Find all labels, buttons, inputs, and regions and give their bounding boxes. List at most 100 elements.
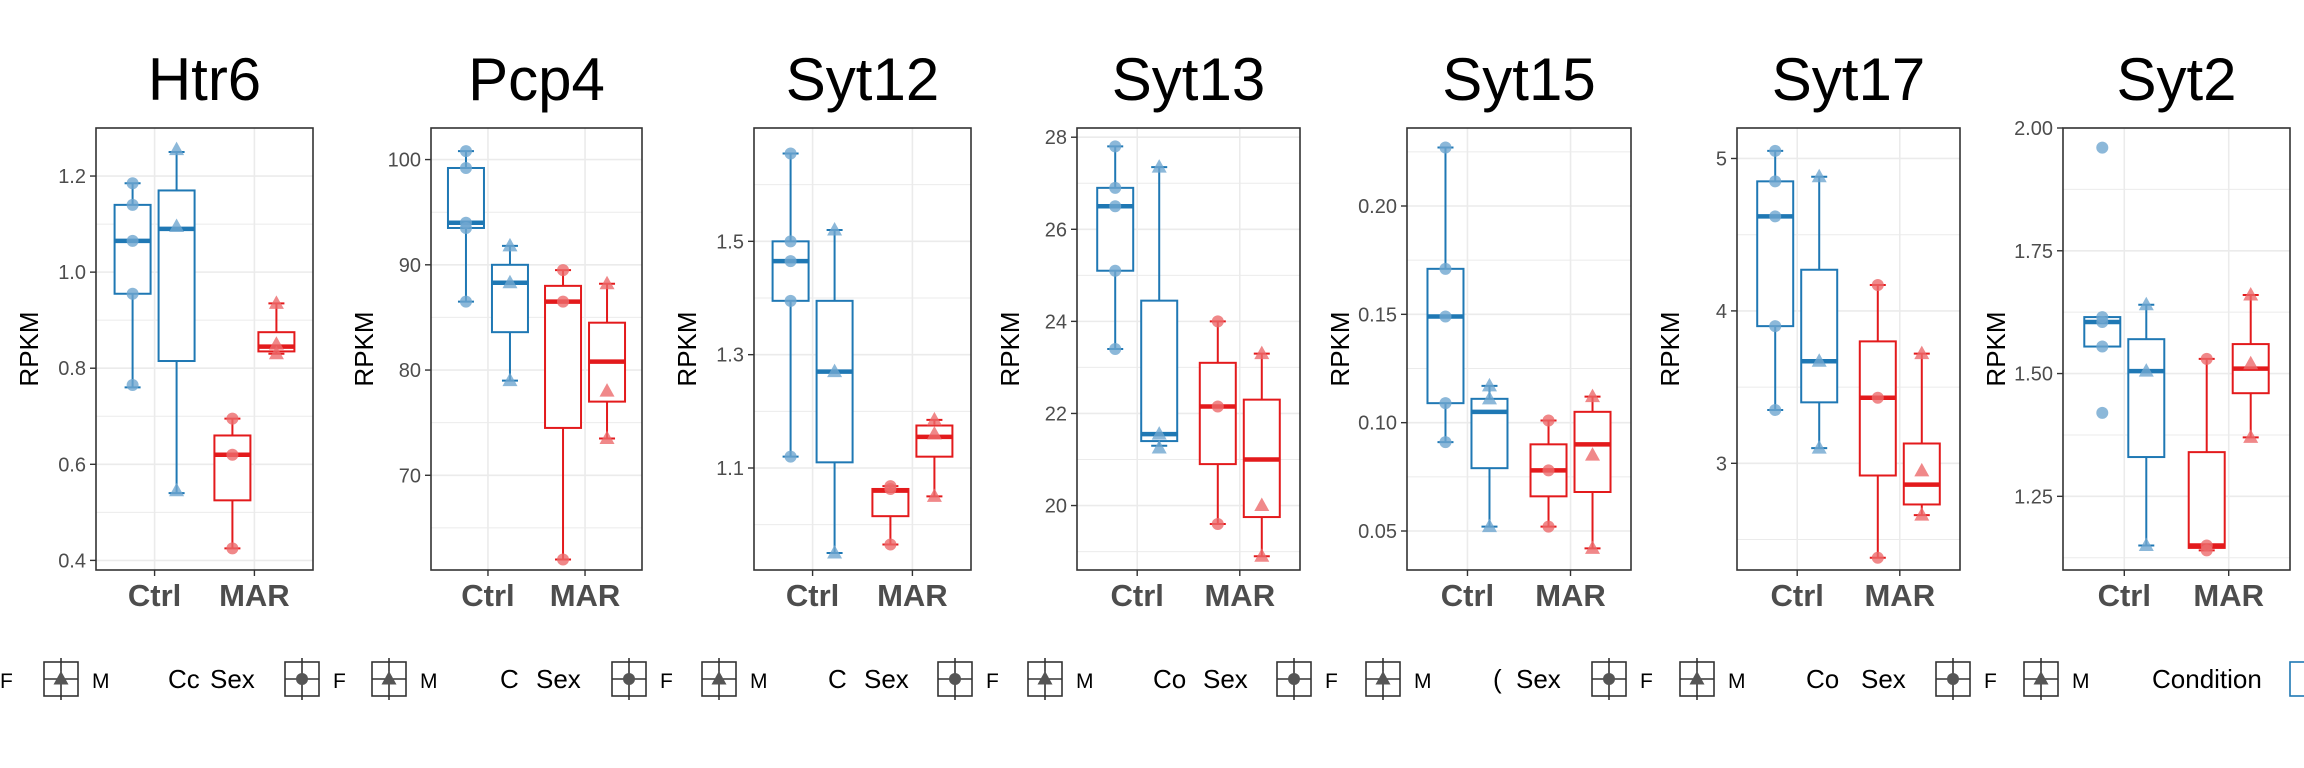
legend-key-triangle: [53, 671, 69, 685]
legend-strip: F M Cc Sex F M C Sex F M C Sex F M Co Sex F M (Sex F M Co Sex F…: [0, 658, 2304, 700]
data-point: [557, 553, 570, 566]
data-point: [268, 295, 284, 309]
legend-title: Sex: [536, 664, 581, 694]
x-tick-label: MAR: [1535, 578, 1606, 613]
box-ctrl-m: [1140, 159, 1179, 454]
data-point: [2200, 539, 2213, 552]
box-iqr: [1198, 361, 1237, 466]
data-point: [226, 448, 239, 461]
data-point: [126, 379, 139, 392]
x-tick-label: MAR: [2193, 578, 2264, 613]
legend-label: F: [986, 670, 999, 693]
x-tick-label: Ctrl: [461, 578, 514, 613]
panel-border: [95, 127, 314, 571]
y-tick-label: 1.25: [2014, 486, 2053, 508]
data-point: [1211, 400, 1224, 413]
data-point: [1439, 397, 1452, 410]
panel-syt13: 20 22 24 26 28 Ctrl MAR Syt13 RPKM: [995, 46, 1301, 613]
box-mar-f: [544, 264, 583, 566]
y-tick-label: 0.4: [58, 550, 86, 572]
data-point: [1439, 310, 1452, 323]
box-mar-m: [2231, 286, 2270, 443]
data-point: [1109, 181, 1122, 194]
box-ctrl-m: [2127, 296, 2166, 551]
data-point: [1254, 497, 1270, 512]
y-tick-label: 0.05: [1358, 521, 1397, 543]
data-point: [126, 198, 139, 211]
panel-border: [1076, 127, 1301, 571]
data-point: [1769, 403, 1782, 416]
data-point: [1811, 440, 1827, 454]
legend-key-triangle: [1365, 658, 1401, 700]
x-tick-label: MAR: [219, 578, 290, 613]
data-point: [1871, 391, 1884, 404]
box-mar-m: [257, 295, 296, 360]
panel-title: Syt15: [1442, 46, 1595, 113]
data-point: [2096, 406, 2109, 419]
x-tick-label: MAR: [550, 578, 621, 613]
data-point: [926, 426, 942, 440]
data-point: [1769, 320, 1782, 333]
data-point: [2243, 286, 2259, 301]
panel-syt2: 1.25 1.50 1.75 2.00 Ctrl MAR Syt2 RPKM: [1981, 46, 2291, 613]
y-tick-label: 20: [1045, 496, 1067, 518]
data-point: [459, 145, 472, 158]
y-tick-label: 3: [1716, 453, 1727, 475]
legend-key-circle: [1603, 673, 1615, 685]
data-point: [2096, 340, 2109, 353]
data-point: [827, 363, 843, 378]
box-mar-m: [1902, 345, 1941, 521]
data-point: [169, 141, 185, 156]
data-point: [1151, 439, 1167, 454]
legend-key-circle: [1935, 658, 1971, 700]
box-ctrl-f: [446, 145, 485, 308]
data-point: [1542, 464, 1555, 477]
legend-label: F: [660, 670, 673, 693]
data-point: [1769, 175, 1782, 188]
legend-key-circle: [1591, 658, 1627, 700]
y-tick-label: 1.3: [716, 345, 744, 367]
legend-key-triangle: [1037, 671, 1053, 685]
data-point: [1481, 377, 1497, 392]
legend-key-triangle: [1679, 658, 1715, 700]
y-tick-label: 0.20: [1358, 196, 1397, 218]
legend-title: Sex: [1516, 664, 1561, 694]
legend-key-triangle: [711, 671, 727, 685]
legend-key-triangle: [701, 658, 737, 700]
data-point: [1769, 144, 1782, 157]
box-ctrl-m: [1800, 168, 1839, 454]
legend-key-triangle: [43, 658, 79, 700]
data-point: [599, 275, 615, 290]
legend-label: F: [1984, 670, 1997, 693]
data-point: [599, 430, 615, 444]
data-point: [2138, 296, 2154, 311]
y-tick-label: 1.0: [58, 262, 86, 284]
panel-title: Syt2: [2116, 46, 2236, 113]
panel-title: Htr6: [148, 46, 261, 113]
data-point: [1109, 200, 1122, 213]
box-ctrl-f: [2083, 141, 2122, 419]
legend-label: M: [1728, 670, 1746, 693]
box-mar-f: [1858, 278, 1897, 564]
box-mar-f: [871, 480, 910, 551]
box-ctrl-m: [490, 237, 529, 387]
x-tick-label: Ctrl: [1771, 578, 1824, 613]
x-tick-label: MAR: [877, 578, 948, 613]
y-tick-label: 28: [1045, 127, 1067, 149]
box-iqr: [1858, 340, 1897, 477]
box-iqr: [1470, 397, 1509, 470]
data-point: [1542, 414, 1555, 427]
legend-label: M: [750, 670, 768, 693]
data-point: [557, 264, 570, 277]
box-iqr: [113, 203, 152, 295]
panel-background: [754, 128, 971, 570]
data-point: [827, 545, 843, 559]
y-axis-label: RPKM: [995, 311, 1025, 386]
data-point: [459, 216, 472, 229]
y-tick-label: 24: [1045, 311, 1067, 333]
y-tick-label: 90: [399, 255, 421, 277]
legend-key-triangle: [2033, 671, 2049, 685]
data-point: [169, 482, 185, 497]
data-point: [1914, 345, 1930, 360]
legend-label: C: [828, 664, 847, 694]
